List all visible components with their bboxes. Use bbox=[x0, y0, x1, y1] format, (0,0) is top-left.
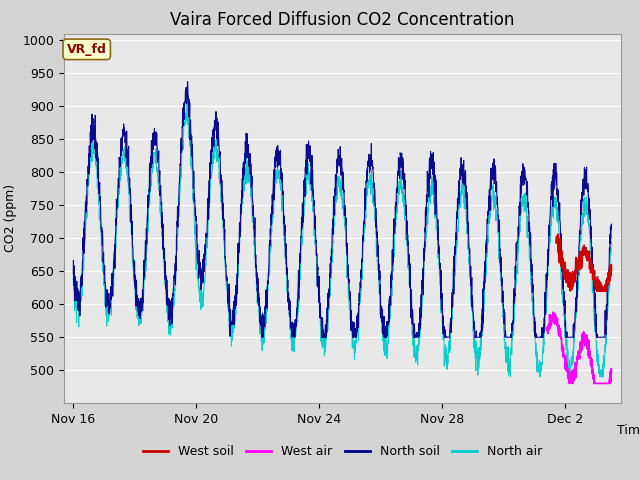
Title: Vaira Forced Diffusion CO2 Concentration: Vaira Forced Diffusion CO2 Concentration bbox=[170, 11, 515, 29]
Y-axis label: CO2 (ppm): CO2 (ppm) bbox=[4, 184, 17, 252]
X-axis label: Time: Time bbox=[616, 423, 640, 436]
Legend: West soil, West air, North soil, North air: West soil, West air, North soil, North a… bbox=[138, 441, 547, 464]
Text: VR_fd: VR_fd bbox=[67, 43, 107, 56]
